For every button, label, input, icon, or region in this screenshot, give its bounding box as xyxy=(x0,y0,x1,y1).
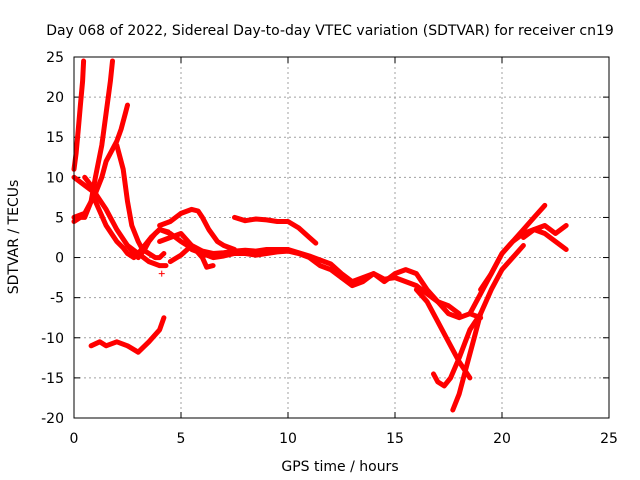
series-arc-8 xyxy=(157,231,291,256)
series-arc-6 xyxy=(114,142,167,261)
x-tick-label: 5 xyxy=(177,431,186,447)
x-tick-label: 0 xyxy=(70,431,79,447)
series-arc-20 xyxy=(520,223,569,240)
tick-labels: 0 5 10 15 20 25 25 20 15 10 5 0 -5 -10 -15 -20 xyxy=(41,50,618,447)
series-arc-17 xyxy=(450,243,526,413)
series-arc-14 xyxy=(339,267,484,321)
data-marks xyxy=(71,58,569,413)
y-tick-label: -20 xyxy=(41,411,64,427)
series-arc-4 xyxy=(71,174,169,269)
x-tick-label: 15 xyxy=(386,431,404,447)
y-axis-label: SDTVAR / TECUs xyxy=(6,180,22,295)
x-axis-label: GPS time / hours xyxy=(281,459,398,475)
y-tick-label: 0 xyxy=(55,251,64,267)
y-tick-label: 20 xyxy=(46,90,64,106)
x-tick-label: 10 xyxy=(279,431,297,447)
y-tick-label: -15 xyxy=(41,371,64,387)
x-tick-label: 25 xyxy=(600,431,618,447)
chart-title: Day 068 of 2022, Sidereal Day-to-day VTE… xyxy=(46,23,614,39)
series-arc-21 xyxy=(88,315,167,355)
y-tick-label: 25 xyxy=(46,50,64,66)
series-arc-7 xyxy=(125,227,201,261)
series-arc-19 xyxy=(478,202,548,293)
y-tick-label: 5 xyxy=(55,210,64,226)
y-tick-label: -10 xyxy=(41,331,64,347)
grid xyxy=(74,57,609,418)
series-arc-1 xyxy=(71,58,87,172)
y-tick-label: 15 xyxy=(46,130,64,146)
series-arc-12 xyxy=(232,214,319,246)
series-arc-16 xyxy=(431,311,484,389)
series-arc-11 xyxy=(189,247,344,281)
series-arc-9 xyxy=(157,206,237,252)
series-arc-13 xyxy=(285,247,462,317)
series-arc-2 xyxy=(71,58,115,224)
data-point-outlier xyxy=(158,270,165,277)
y-tick-label: 10 xyxy=(46,170,64,186)
y-tick-label: -5 xyxy=(50,291,64,307)
series-arc-3 xyxy=(71,102,130,220)
series-arc-15 xyxy=(413,287,473,381)
x-tick-label: 20 xyxy=(493,431,511,447)
plot-frame xyxy=(73,56,610,419)
